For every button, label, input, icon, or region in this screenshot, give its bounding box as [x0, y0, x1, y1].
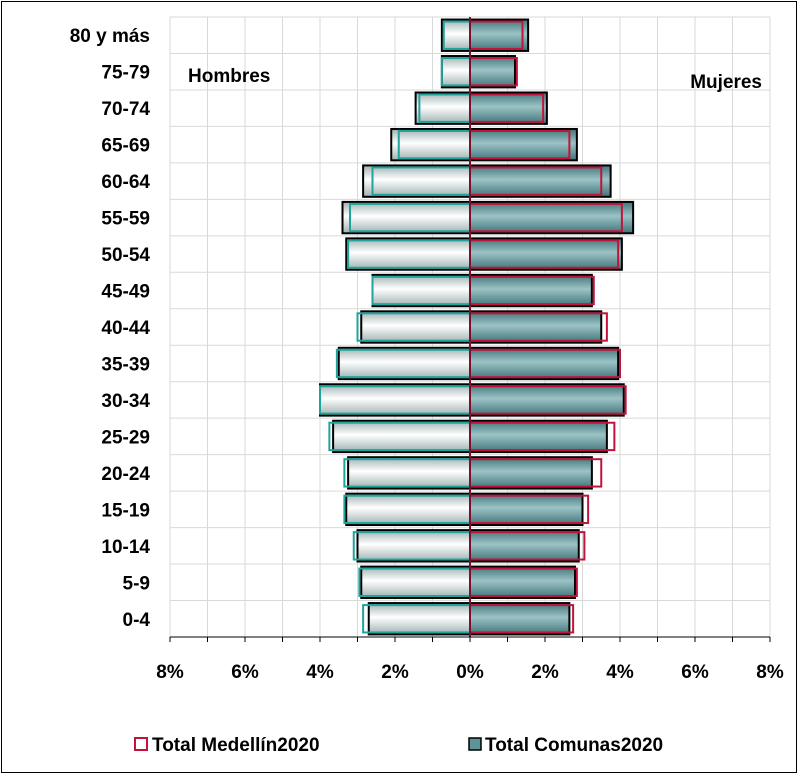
bar-comunas-women: [469, 237, 623, 271]
bar-comunas-men: [360, 310, 471, 344]
bar-comunas-women: [469, 273, 593, 308]
x-tick-label: 4%: [306, 662, 334, 683]
bar-comunas-women: [469, 492, 584, 527]
y-tick-label: 0-4: [123, 610, 151, 631]
y-tick-label: 65-69: [101, 136, 150, 157]
legend-label-comunas: Total Comunas2020: [485, 735, 663, 756]
y-tick-label: 15-19: [101, 500, 150, 521]
labels: 0-4 5-9 10-14 15-19 20-24 25-29 30-34 35-39 40-4…: [70, 26, 784, 683]
bar-comunas-men: [371, 273, 471, 308]
bar-comunas-women: [469, 456, 593, 490]
x-tick-label: 2%: [381, 662, 409, 683]
x-tick-label: 4%: [606, 662, 634, 683]
bar-comunas-men: [319, 383, 471, 417]
bar-comunas-men: [341, 200, 471, 235]
bar-comunas-men: [356, 529, 471, 563]
bar-comunas-women: [469, 91, 548, 125]
legend: Total Medellín2020 Total Comunas2020: [134, 735, 663, 756]
bar-comunas-women: [469, 200, 635, 235]
y-tick-label: 20-24: [101, 464, 150, 485]
y-tick-label: 35-39: [101, 354, 150, 375]
y-tick-label: 55-59: [101, 209, 150, 230]
bar-comunas-men: [367, 602, 471, 636]
y-tick-label: 60-64: [101, 172, 150, 193]
y-tick-label: 75-79: [101, 63, 150, 84]
bar-comunas-women: [469, 55, 516, 89]
bar-comunas-women: [469, 164, 612, 198]
y-tick-label: 30-34: [101, 391, 150, 412]
y-tick-label: 45-49: [101, 282, 150, 303]
legend-label-medellin: Total Medellín2020: [152, 735, 320, 756]
y-tick-label: 70-74: [101, 99, 150, 120]
bar-comunas-women: [469, 18, 530, 52]
legend-swatch-medellin: [134, 737, 148, 751]
y-tick-label: 50-54: [101, 245, 150, 266]
y-tick-label: 80 y más: [70, 26, 150, 47]
bar-comunas-men: [414, 91, 471, 125]
y-tick-label: 10-14: [101, 537, 150, 558]
bar-comunas-women: [469, 346, 620, 381]
bar-comunas-women: [469, 602, 571, 636]
bar-comunas-women: [469, 383, 625, 417]
y-tick-label: 40-44: [101, 318, 150, 339]
bar-comunas-men: [345, 492, 471, 527]
y-tick-label: 5-9: [123, 573, 150, 594]
x-tick-label: 8%: [756, 662, 784, 683]
bar-comunas-women: [469, 419, 608, 454]
x-tick-label: 0%: [456, 662, 484, 683]
legend-swatch-comunas: [468, 737, 482, 751]
bar-comunas-men: [332, 419, 471, 454]
bar-comunas-men: [337, 346, 471, 381]
comunas-bars: [319, 18, 635, 636]
bar-comunas-women: [469, 127, 578, 162]
x-tick-label: 8%: [156, 662, 184, 683]
bar-comunas-men: [390, 127, 471, 162]
x-tick-label: 6%: [231, 662, 259, 683]
label-mujeres: Mujeres: [690, 72, 762, 93]
x-tick-label: 2%: [531, 662, 559, 683]
bar-comunas-men: [440, 55, 471, 89]
bar-comunas-women: [469, 565, 576, 599]
x-tick-label: 6%: [681, 662, 709, 683]
label-hombres: Hombres: [188, 66, 270, 87]
bar-comunas-men: [345, 237, 471, 271]
axes: [169, 17, 771, 642]
bar-comunas-men: [360, 565, 471, 599]
bar-comunas-women: [469, 310, 603, 344]
bar-comunas-women: [469, 529, 580, 563]
bar-comunas-men: [347, 456, 471, 490]
y-tick-label: 25-29: [101, 427, 150, 448]
bar-comunas-men: [362, 164, 471, 198]
bar-comunas-men: [440, 18, 471, 52]
